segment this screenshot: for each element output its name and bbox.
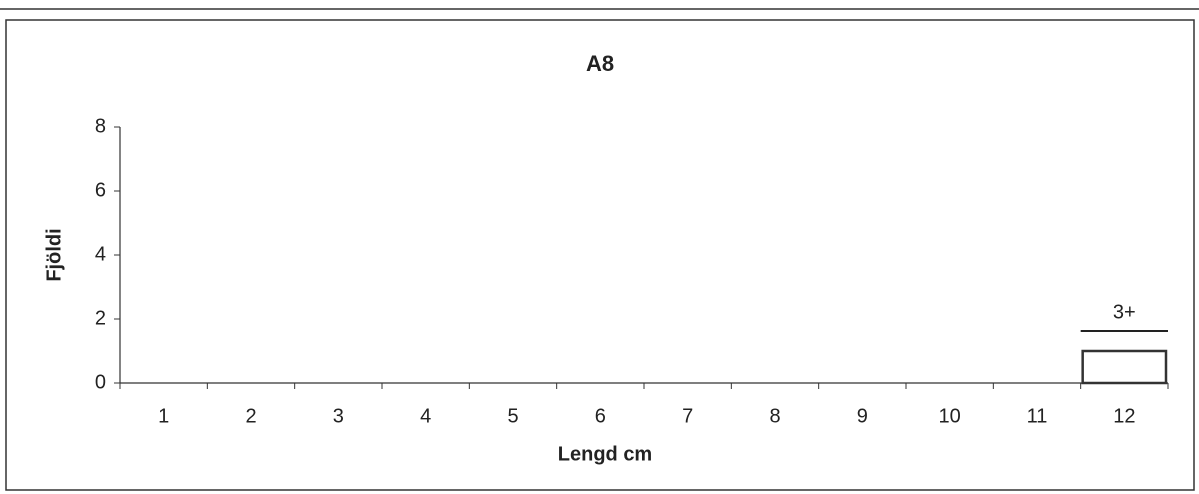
chart-frame [5,19,1195,491]
x-tick-label: 6 [595,405,606,427]
x-tick-label: 2 [245,405,256,427]
x-tick-label: 10 [939,405,961,427]
y-tick-label: 2 [95,307,106,329]
y-tick-label: 8 [95,115,106,137]
x-tick-label: 1 [158,405,169,427]
chart-title: A8 [586,51,614,76]
annotation: 3+ [1113,301,1136,323]
x-tick-label: 4 [420,405,431,427]
y-tick-label: 4 [95,243,106,265]
x-axis-label: Lengd cm [558,443,652,465]
x-tick-label: 11 [1027,405,1048,427]
y-tick-label: 0 [95,371,106,393]
bar [1081,349,1168,385]
x-tick-label: 5 [507,405,518,427]
x-tick-label: 3 [333,405,344,427]
x-tick-label: 9 [857,405,868,427]
x-tick-label: 12 [1113,405,1135,427]
y-tick-label: 6 [95,179,106,201]
y-axis-label: Fjöldi [43,228,65,281]
x-tick-label: 7 [682,405,693,427]
x-tick-label: 8 [769,405,780,427]
